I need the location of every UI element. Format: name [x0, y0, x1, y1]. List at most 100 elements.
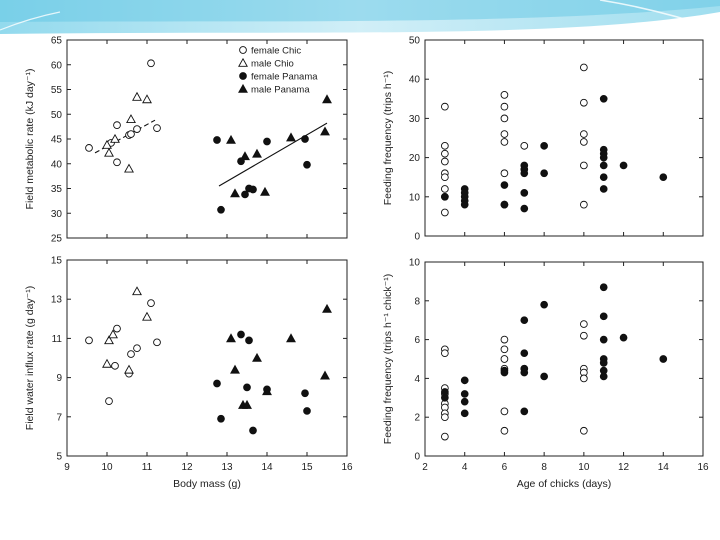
- data-point: [301, 135, 309, 143]
- data-point: [520, 189, 529, 197]
- data-point: [153, 124, 161, 132]
- data-point: [105, 397, 113, 405]
- data-point: [520, 368, 529, 377]
- data-point: [102, 139, 112, 149]
- data-point: [460, 200, 469, 209]
- data-point: [500, 169, 509, 178]
- data-point: [132, 91, 142, 101]
- data-point: [111, 361, 119, 370]
- data-point: [262, 386, 272, 396]
- data-point: [133, 125, 141, 133]
- slide-header-banner: [0, 0, 720, 38]
- data-point: [441, 432, 449, 441]
- data-point: [520, 169, 529, 178]
- data-point: [441, 413, 449, 422]
- data-point: [500, 426, 509, 435]
- data-point: [213, 379, 221, 388]
- data-point: [599, 359, 608, 367]
- plot-frame: [424, 39, 704, 237]
- data-point: [303, 160, 311, 169]
- data-point: [580, 161, 588, 170]
- y-tick-label: 25: [51, 234, 63, 245]
- data-point: [500, 181, 509, 189]
- data-point: [500, 345, 509, 354]
- data-point: [226, 134, 236, 144]
- y-tick-label: 15: [51, 256, 63, 267]
- data-point: [252, 148, 262, 158]
- data-point: [580, 98, 588, 107]
- data-point: [252, 352, 262, 362]
- data-point: [540, 169, 548, 178]
- data-point: [599, 161, 608, 170]
- data-point: [85, 144, 93, 152]
- data-point: [260, 186, 270, 196]
- y-tick-label: 0: [414, 232, 420, 243]
- x-axis-label: Age of chicks (days): [517, 478, 612, 490]
- y-tick-label: 50: [51, 110, 63, 121]
- data-point: [441, 102, 449, 111]
- y-tick-label: 35: [51, 184, 63, 195]
- data-point: [132, 286, 142, 296]
- y-tick-label: 2: [414, 413, 420, 424]
- y-tick-label: 5: [56, 452, 62, 463]
- y-tick-label: 50: [409, 36, 421, 47]
- data-point: [580, 374, 588, 383]
- data-point: [441, 349, 449, 358]
- x-tick-label: 10: [578, 462, 590, 473]
- data-point: [153, 338, 161, 347]
- data-point: [230, 188, 240, 198]
- data-point: [659, 355, 668, 363]
- data-point: [441, 173, 449, 182]
- data-point: [580, 320, 588, 328]
- data-point: [110, 133, 120, 143]
- x-tick-label: 13: [221, 462, 233, 473]
- data-point: [441, 185, 449, 193]
- data-point: [263, 137, 271, 146]
- y-tick-label: 4: [414, 374, 420, 385]
- data-point: [249, 185, 257, 194]
- data-point: [500, 355, 509, 363]
- y-tick-label: 9: [56, 373, 62, 384]
- data-point: [441, 157, 449, 166]
- legend-marker: [238, 57, 248, 67]
- y-tick-label: 13: [51, 295, 63, 306]
- data-point: [320, 370, 330, 380]
- x-tick-label: 12: [618, 462, 630, 473]
- data-point: [540, 141, 548, 150]
- data-point: [133, 344, 141, 353]
- data-point: [322, 94, 332, 104]
- data-point: [599, 185, 608, 193]
- x-tick-label: 8: [541, 462, 547, 473]
- legend-label: female Panama: [251, 72, 318, 83]
- data-point: [500, 335, 509, 344]
- data-point: [237, 330, 245, 339]
- data-point: [241, 190, 249, 199]
- data-point: [113, 158, 121, 167]
- data-point: [580, 426, 588, 435]
- data-point: [441, 393, 449, 402]
- x-tick-label: 10: [101, 462, 113, 473]
- y-tick-label: 65: [51, 36, 63, 47]
- x-tick-label: 16: [341, 462, 353, 473]
- data-point: [500, 200, 509, 209]
- data-point: [599, 153, 608, 162]
- x-tick-label: 2: [422, 462, 428, 473]
- data-point: [124, 163, 134, 173]
- data-point: [142, 94, 152, 104]
- data-point: [113, 121, 121, 129]
- y-tick-label: 60: [51, 60, 63, 71]
- data-point: [580, 130, 588, 138]
- y-axis-label: Field water influx rate (g day⁻¹): [24, 286, 36, 430]
- data-point: [441, 141, 449, 150]
- data-point: [580, 200, 588, 209]
- data-point: [580, 138, 588, 146]
- data-point: [599, 173, 608, 182]
- data-point: [226, 333, 236, 343]
- y-axis-label: Field metabolic rate (kJ day⁻¹): [24, 69, 36, 210]
- x-tick-label: 11: [142, 462, 153, 473]
- data-point: [245, 336, 253, 345]
- y-tick-label: 30: [51, 209, 63, 220]
- data-point: [441, 149, 449, 158]
- y-tick-label: 10: [409, 258, 421, 269]
